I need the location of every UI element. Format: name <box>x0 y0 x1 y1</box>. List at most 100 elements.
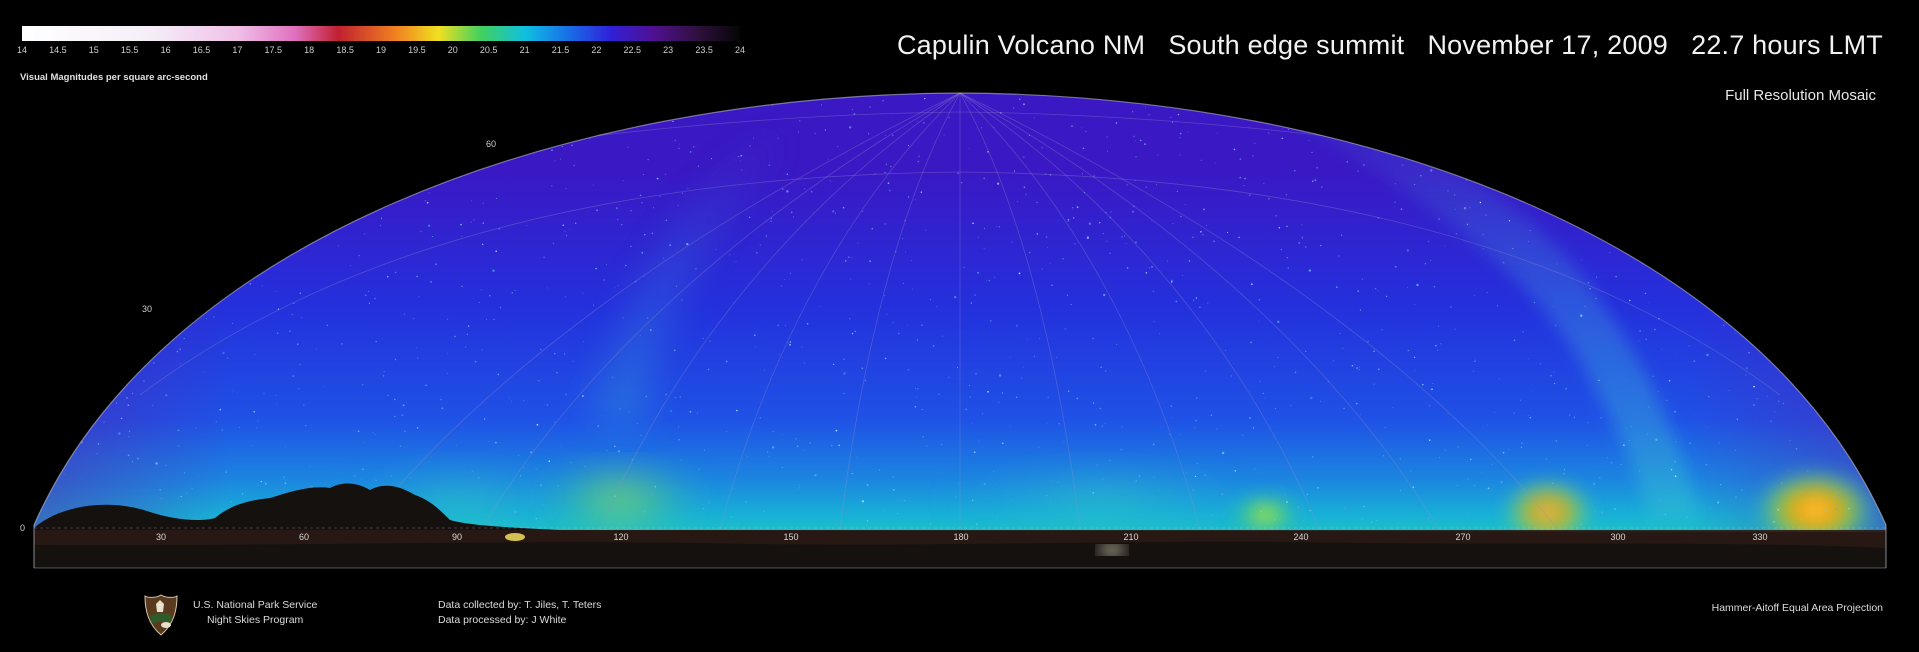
star <box>1376 519 1378 521</box>
star <box>394 271 397 274</box>
star <box>426 201 429 204</box>
star <box>679 143 681 145</box>
star <box>741 169 743 171</box>
star <box>1144 106 1146 108</box>
star <box>924 98 926 100</box>
star <box>678 438 680 441</box>
star <box>464 346 467 348</box>
star <box>232 390 234 391</box>
star <box>1705 463 1708 466</box>
star <box>1260 510 1262 513</box>
star <box>97 378 99 381</box>
star <box>368 291 370 293</box>
star <box>1728 390 1730 391</box>
star <box>225 159 228 162</box>
star <box>1586 444 1588 447</box>
star <box>563 353 566 355</box>
star <box>1333 360 1335 362</box>
star <box>253 410 256 413</box>
star <box>1498 378 1500 380</box>
star <box>474 360 477 363</box>
star <box>275 291 277 292</box>
star <box>701 119 704 121</box>
star <box>229 289 231 291</box>
star <box>804 188 806 190</box>
star <box>798 487 800 489</box>
star <box>1397 522 1399 524</box>
star <box>1402 164 1404 166</box>
star <box>1339 332 1341 334</box>
star <box>846 509 848 511</box>
star <box>746 456 748 458</box>
star <box>791 211 793 213</box>
star <box>1102 232 1104 234</box>
star <box>403 313 406 315</box>
star <box>861 500 865 503</box>
star <box>50 244 52 246</box>
star <box>665 393 667 396</box>
star <box>84 159 86 161</box>
star <box>49 461 51 463</box>
star <box>45 174 47 177</box>
star <box>732 506 734 508</box>
star <box>1710 155 1712 157</box>
star <box>260 480 262 483</box>
star <box>1358 130 1360 132</box>
star <box>471 200 473 202</box>
star <box>495 197 497 199</box>
star <box>564 230 566 232</box>
star <box>1192 489 1195 492</box>
azimuth-label: 30 <box>156 532 166 542</box>
star <box>237 266 239 268</box>
star <box>903 282 905 284</box>
star <box>770 220 772 222</box>
star <box>249 282 252 285</box>
star <box>1252 154 1254 157</box>
star <box>1683 138 1685 140</box>
star <box>435 263 437 265</box>
star <box>1012 107 1015 109</box>
star <box>639 434 642 437</box>
star <box>1429 521 1431 523</box>
star <box>1308 139 1310 142</box>
star <box>920 191 922 193</box>
star <box>1745 374 1747 376</box>
colorbar-tick-label: 23.5 <box>695 45 713 55</box>
star <box>1865 475 1867 477</box>
star <box>304 170 306 172</box>
colorbar-tick-label: 14.5 <box>49 45 67 55</box>
star <box>1121 426 1123 428</box>
star <box>536 423 539 426</box>
star <box>268 152 270 154</box>
star <box>279 157 282 159</box>
star <box>954 295 957 299</box>
star <box>1047 396 1050 399</box>
star <box>892 322 894 324</box>
star <box>429 461 431 463</box>
star <box>978 439 980 441</box>
star <box>943 134 945 136</box>
star <box>1850 439 1852 442</box>
star <box>1121 236 1123 238</box>
colorbar-tick-label: 18.5 <box>336 45 354 55</box>
star <box>1179 137 1181 139</box>
star <box>1358 140 1362 143</box>
star <box>772 431 774 433</box>
star <box>803 362 806 364</box>
star <box>610 509 612 511</box>
star <box>1083 191 1086 194</box>
star <box>1487 487 1490 490</box>
star <box>884 172 886 174</box>
star <box>981 127 983 129</box>
star <box>1795 448 1798 450</box>
star <box>1081 173 1083 175</box>
star <box>898 333 900 335</box>
star <box>1502 451 1505 454</box>
star <box>1327 380 1329 382</box>
star <box>183 337 185 340</box>
star <box>461 285 463 287</box>
star <box>1827 294 1829 296</box>
star <box>394 415 396 418</box>
star <box>1105 211 1107 214</box>
star <box>1263 182 1265 185</box>
